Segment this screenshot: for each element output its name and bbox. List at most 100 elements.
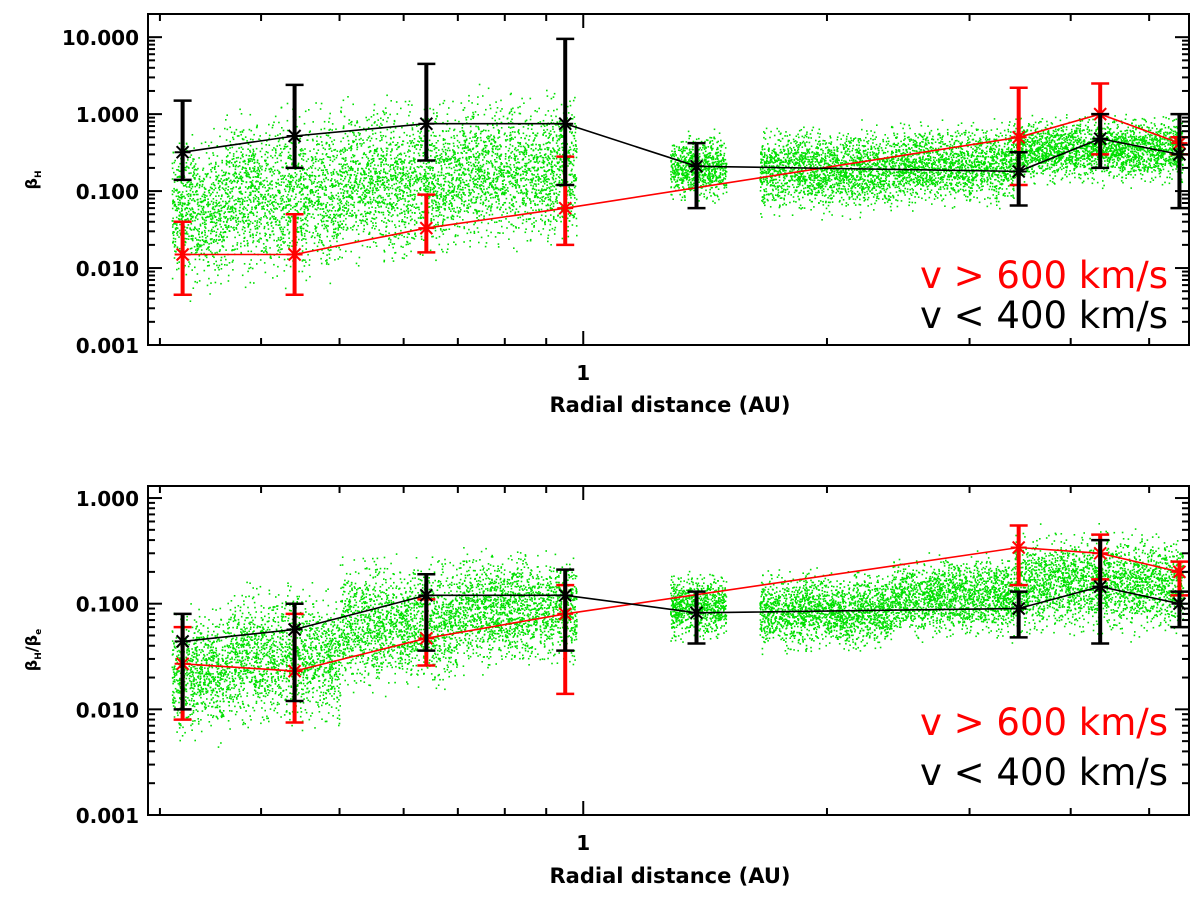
scatter-point: [323, 127, 326, 130]
scatter-point: [234, 177, 237, 179]
scatter-point: [266, 180, 268, 183]
scatter-point: [339, 248, 342, 251]
scatter-point: [415, 170, 417, 173]
scatter-point: [526, 211, 529, 214]
scatter-point: [396, 196, 399, 199]
scatter-point: [345, 217, 347, 220]
scatter-point: [407, 212, 410, 214]
scatter-point: [540, 214, 543, 217]
scatter-point: [462, 144, 464, 146]
scatter-point: [540, 192, 542, 195]
scatter-point: [498, 118, 501, 120]
scatter-point: [284, 190, 287, 193]
scatter-point: [377, 175, 380, 178]
scatter-point: [529, 199, 531, 201]
scatter-point: [213, 241, 215, 243]
scatter-point: [254, 190, 257, 193]
scatter-point: [391, 187, 394, 190]
scatter-point: [288, 247, 290, 249]
scatter-point: [460, 177, 462, 179]
scatter-point: [534, 180, 537, 182]
scatter-point: [376, 124, 378, 126]
scatter-point: [450, 162, 453, 164]
scatter-point: [355, 182, 358, 185]
scatter-point: [353, 201, 356, 204]
scatter-point: [343, 197, 345, 199]
scatter-point: [286, 165, 288, 167]
scatter-point: [194, 177, 196, 179]
scatter-point: [329, 164, 331, 166]
scatter-point: [379, 186, 381, 188]
scatter-point: [194, 226, 196, 229]
scatter-point: [278, 184, 280, 186]
scatter-point: [382, 155, 385, 158]
scatter-point: [501, 172, 503, 174]
scatter-point: [256, 224, 258, 227]
scatter-point: [353, 155, 355, 158]
scatter-point: [205, 237, 207, 239]
scatter-point: [385, 172, 387, 175]
scatter-point: [330, 210, 333, 212]
scatter-point: [341, 167, 344, 170]
scatter-point: [572, 214, 574, 216]
scatter-point: [187, 238, 190, 240]
scatter-point: [330, 191, 333, 194]
scatter-point: [208, 277, 210, 280]
scatter-point: [412, 133, 415, 136]
scatter-point: [456, 169, 458, 172]
scatter-point: [455, 194, 458, 196]
scatter-point: [309, 205, 311, 207]
scatter-point: [300, 194, 303, 196]
scatter-point: [388, 144, 390, 146]
scatter-point: [261, 194, 263, 196]
scatter-point: [186, 233, 189, 235]
scatter-point: [543, 174, 545, 176]
scatter-point: [235, 228, 238, 230]
scatter-point: [405, 183, 407, 185]
scatter-point: [172, 220, 174, 222]
scatter-point: [429, 165, 431, 168]
scatter-point: [552, 205, 555, 208]
scatter-point: [265, 177, 268, 179]
scatter-point: [240, 197, 243, 200]
scatter-point: [188, 261, 190, 263]
scatter-point: [232, 216, 235, 219]
scatter-point: [174, 244, 177, 247]
scatter-point: [358, 134, 361, 136]
scatter-point: [430, 173, 433, 175]
scatter-point: [232, 163, 235, 166]
scatter-point: [402, 220, 404, 223]
scatter-point: [339, 207, 341, 210]
scatter-point: [266, 252, 268, 254]
scatter-point: [516, 178, 518, 181]
scatter-point: [227, 211, 230, 213]
scatter-point: [552, 215, 555, 218]
scatter-point: [343, 163, 345, 166]
scatter-point: [295, 173, 298, 176]
scatter-point: [294, 196, 297, 199]
scatter-point: [185, 166, 187, 169]
scatter-point: [358, 163, 360, 165]
scatter-point: [318, 200, 320, 203]
scatter-point: [216, 175, 219, 178]
scatter-point: [359, 162, 361, 165]
scatter-point: [419, 212, 421, 214]
scatter-point: [521, 199, 524, 201]
scatter-point: [551, 201, 554, 203]
scatter-point: [397, 173, 399, 176]
scatter-point: [435, 210, 438, 212]
scatter-point: [300, 190, 303, 192]
scatter-point: [347, 204, 350, 207]
scatter-point: [430, 155, 432, 157]
scatter-point: [511, 173, 514, 176]
scatter-point: [443, 202, 445, 204]
scatter-point: [444, 177, 446, 180]
scatter-point: [364, 203, 367, 205]
scatter-point: [435, 215, 437, 217]
scatter-point: [268, 134, 271, 137]
scatter-point: [231, 158, 234, 161]
scatter-point: [225, 182, 228, 184]
scatter-point: [528, 169, 530, 171]
scatter-point: [463, 227, 466, 230]
scatter-point: [457, 186, 460, 188]
